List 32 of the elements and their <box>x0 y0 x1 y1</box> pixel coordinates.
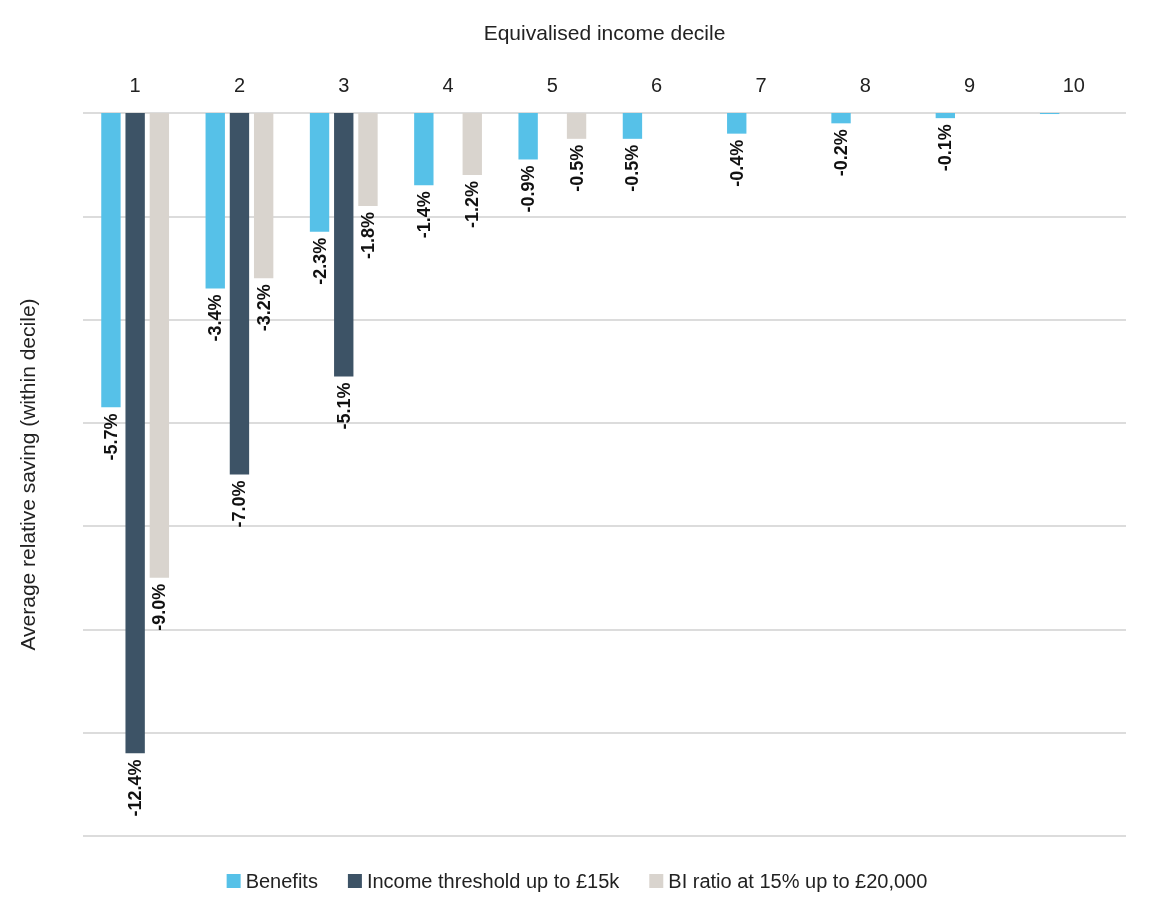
data-label: -0.1% <box>935 124 956 172</box>
data-label: -7.0% <box>229 480 250 528</box>
data-label: -1.8% <box>357 211 378 259</box>
y-axis-title: Average relative saving (within decile) <box>16 298 39 651</box>
legend-label: Income threshold up to £15k <box>366 870 621 892</box>
x-tick-label: 10 <box>1062 74 1085 96</box>
x-tick-label: 4 <box>442 74 454 96</box>
data-label: -1.2% <box>462 180 483 228</box>
data-label: -0.5% <box>622 144 643 192</box>
data-label: -0.4% <box>726 139 747 187</box>
data-label: -9.0% <box>149 583 170 631</box>
x-axis-title: Equivalised income decile <box>483 21 726 44</box>
legend-label: Benefits <box>245 870 318 892</box>
data-label: -12.4% <box>125 759 146 817</box>
x-tick-label: 2 <box>233 74 246 96</box>
data-label: -1.4% <box>413 191 434 239</box>
x-tick-label: 3 <box>338 74 350 96</box>
data-label: -5.7% <box>100 413 121 461</box>
x-tick-label: 6 <box>651 74 663 96</box>
x-tick-label: 9 <box>963 74 976 96</box>
data-label: -5.1% <box>333 382 354 430</box>
legend-label: BI ratio at 15% up to £20,000 <box>668 870 928 892</box>
data-label: -3.4% <box>205 294 226 342</box>
x-tick-label: 5 <box>546 74 558 96</box>
data-label: -0.5% <box>566 144 587 192</box>
data-label: -3.2% <box>253 284 274 332</box>
x-tick-label: 1 <box>129 74 141 96</box>
x-tick-label: 7 <box>755 74 767 96</box>
data-label: -0.2% <box>831 129 852 177</box>
data-label: -2.3% <box>309 237 330 285</box>
data-label: -0.9% <box>518 165 539 213</box>
x-tick-label: 8 <box>859 74 871 96</box>
